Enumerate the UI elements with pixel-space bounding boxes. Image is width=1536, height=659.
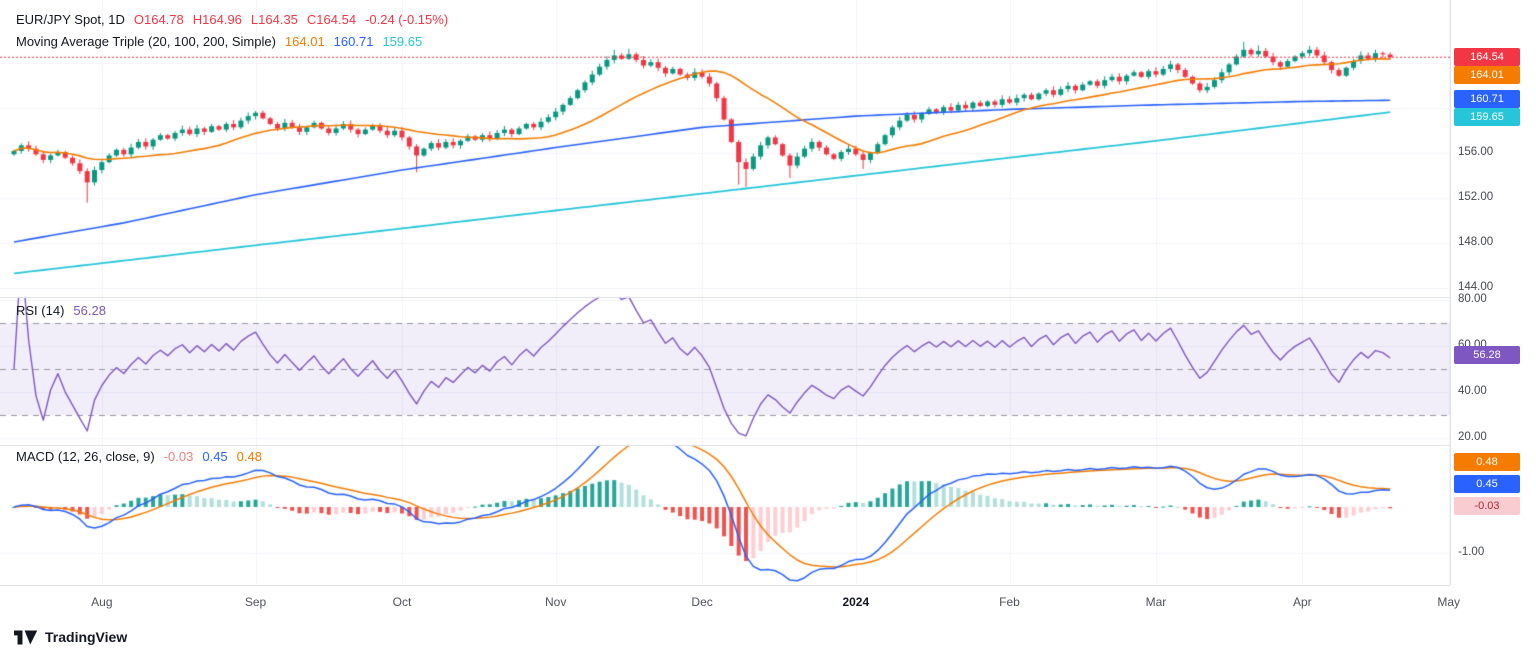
time-axis-label: Apr	[1292, 595, 1312, 609]
axis-value-badge: 159.65	[1454, 108, 1520, 126]
ma-legend: Moving Average Triple (20, 100, 200, Sim…	[16, 34, 422, 49]
panel-separator-price-rsi[interactable]	[0, 297, 1450, 298]
time-axis-label: May	[1437, 595, 1461, 609]
macd-hist-value: -0.03	[163, 449, 194, 464]
macd-indicator-title[interactable]: MACD (12, 26, close, 9)	[16, 449, 155, 464]
ohlc-close: C164.54	[306, 12, 357, 27]
tradingview-mark-icon	[14, 629, 38, 645]
time-axis-label: Mar	[1145, 595, 1167, 609]
time-axis-label: Oct	[392, 595, 412, 609]
ohlc-open: O164.78	[133, 12, 184, 27]
macd-line-value: 0.45	[202, 449, 228, 464]
axis-value-badge: 164.54	[1454, 48, 1520, 66]
price-axis-border	[1450, 0, 1451, 585]
axis-value-badge: 56.28	[1454, 346, 1520, 364]
axis-value-badge: 0.45	[1454, 475, 1520, 493]
tradingview-wordmark: TradingView	[45, 629, 128, 645]
symbol-title[interactable]: EUR/JPY Spot, 1D	[16, 12, 125, 27]
price-axis-label: 156.00	[1458, 146, 1494, 159]
ma100-value: 160.71	[333, 34, 374, 49]
ohlc-high: H164.96	[192, 12, 242, 27]
time-axis-border	[0, 585, 1450, 586]
axis-value-badge: 160.71	[1454, 90, 1520, 108]
macd-axis-label: -1.00	[1458, 545, 1485, 558]
price-axis-label: 148.00	[1458, 236, 1494, 249]
rsi-value: 56.28	[73, 303, 106, 318]
rsi-axis-label: 40.00	[1458, 385, 1487, 398]
axis-value-badge: 164.01	[1454, 66, 1520, 84]
rsi-legend: RSI (14) 56.28	[16, 303, 106, 318]
macd-signal-value: 0.48	[236, 449, 262, 464]
rsi-axis-label: 20.00	[1458, 431, 1487, 444]
ma-indicator-title[interactable]: Moving Average Triple (20, 100, 200, Sim…	[16, 34, 276, 49]
time-axis-label: Dec	[691, 595, 713, 609]
macd-legend: MACD (12, 26, close, 9) -0.03 0.45 0.48	[16, 449, 262, 464]
price-axis-label: 152.00	[1458, 191, 1494, 204]
axis-value-badge: 0.48	[1454, 453, 1520, 471]
price-change: -0.24 (-0.15%)	[365, 12, 449, 27]
tradingview-logo[interactable]: TradingView	[14, 629, 127, 645]
time-axis-label: Sep	[244, 595, 267, 609]
time-axis-label: Feb	[999, 595, 1020, 609]
axis-value-badge: -0.03	[1454, 497, 1520, 515]
panel-separator-rsi-macd[interactable]	[0, 445, 1450, 446]
time-axis-label: Aug	[91, 595, 113, 609]
chart-canvas[interactable]	[0, 0, 1450, 585]
price-legend: EUR/JPY Spot, 1D O164.78 H164.96 L164.35…	[16, 12, 448, 27]
ohlc-low: L164.35	[250, 12, 298, 27]
ma20-value: 164.01	[284, 34, 325, 49]
time-axis-label: Nov	[545, 595, 567, 609]
rsi-indicator-title[interactable]: RSI (14)	[16, 303, 65, 318]
time-axis[interactable]	[0, 585, 1450, 618]
rsi-axis-label: 80.00	[1458, 292, 1487, 305]
time-axis-label: 2024	[842, 595, 870, 609]
price-axis-label: 144.00	[1458, 281, 1494, 293]
ma200-value: 159.65	[382, 34, 423, 49]
